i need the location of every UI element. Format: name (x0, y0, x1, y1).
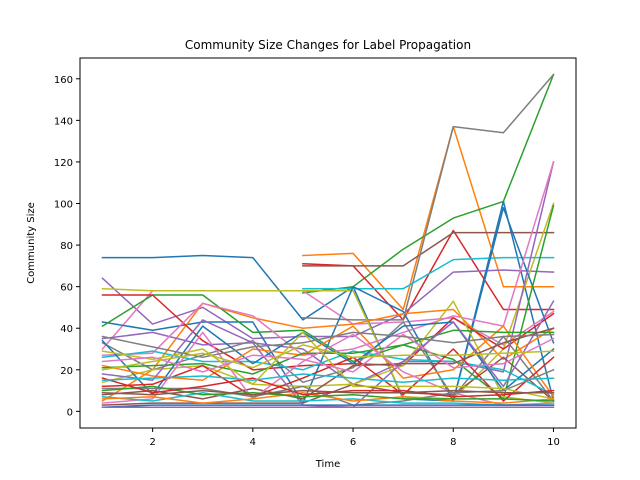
x-tick-label: 2 (149, 437, 155, 448)
series-line (101, 331, 555, 400)
x-axis: 2 4 6 8 10 (149, 428, 560, 448)
series-line (101, 269, 555, 340)
series-line (101, 200, 555, 402)
x-tick-label: 8 (450, 437, 456, 448)
series-line (101, 404, 555, 408)
series-line (101, 391, 555, 404)
series-line (101, 206, 555, 404)
y-tick-label: 80 (60, 241, 73, 252)
series-line (101, 325, 555, 398)
series-line (101, 294, 555, 371)
y-tick-label: 140 (54, 116, 73, 127)
x-tick-label: 10 (547, 437, 560, 448)
series-line (101, 377, 555, 398)
y-tick-label: 100 (54, 200, 73, 211)
series-line (101, 348, 555, 402)
series-line (101, 302, 555, 403)
chart-title: Community Size Changes for Label Propaga… (185, 38, 471, 52)
series-line (302, 256, 555, 290)
series-line (302, 231, 555, 267)
series-line (101, 333, 555, 373)
series-line (101, 327, 555, 400)
series-line (101, 389, 555, 396)
y-axis: 0 20 40 60 80 100 120 140 160 (54, 75, 80, 418)
y-tick-label: 0 (67, 407, 73, 418)
series-line (101, 373, 555, 384)
series-line (101, 385, 555, 402)
series-line (101, 300, 555, 404)
series-line (302, 73, 555, 294)
series-layer (101, 73, 555, 408)
y-tick-label: 160 (54, 75, 73, 86)
y-tick-label: 120 (54, 158, 73, 169)
x-axis-label: Time (315, 459, 340, 470)
y-axis-label: Community Size (26, 202, 37, 284)
series-line (302, 73, 555, 321)
x-tick-label: 6 (350, 437, 356, 448)
plot-frame (79, 57, 577, 429)
x-tick-label: 4 (250, 437, 256, 448)
series-line (101, 391, 555, 406)
series-line (101, 331, 555, 359)
y-tick-label: 20 (60, 366, 73, 377)
series-line (101, 160, 555, 356)
series-line (101, 344, 555, 371)
y-tick-label: 40 (60, 324, 73, 335)
series-line (302, 125, 555, 311)
series-line (101, 321, 555, 403)
y-tick-label: 60 (60, 283, 73, 294)
